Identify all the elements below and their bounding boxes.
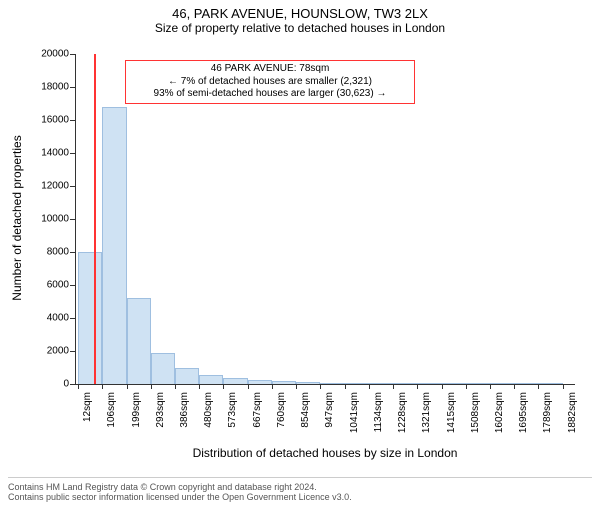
annotation-line: 46 PARK AVENUE: 78sqm	[132, 63, 408, 76]
histogram-bar	[538, 383, 562, 384]
y-tick	[70, 351, 75, 352]
x-tick	[417, 384, 418, 389]
y-axis	[75, 54, 76, 384]
x-tick	[175, 384, 176, 389]
x-tick	[563, 384, 564, 389]
x-tick-label: 1321sqm	[421, 392, 432, 452]
x-tick	[296, 384, 297, 389]
x-tick	[466, 384, 467, 389]
histogram-bar	[78, 252, 102, 384]
histogram-bar	[296, 382, 320, 384]
x-tick	[514, 384, 515, 389]
annotation-line: 93% of semi-detached houses are larger (…	[132, 88, 408, 101]
y-tick	[70, 186, 75, 187]
page-subtitle: Size of property relative to detached ho…	[0, 21, 600, 35]
x-tick	[199, 384, 200, 389]
x-tick	[320, 384, 321, 389]
x-tick	[78, 384, 79, 389]
x-tick	[369, 384, 370, 389]
y-tick	[70, 219, 75, 220]
y-tick-label: 8000	[19, 247, 69, 258]
x-tick-label: 1415sqm	[446, 392, 457, 452]
x-tick-label: 1041sqm	[349, 392, 360, 452]
y-tick	[70, 252, 75, 253]
x-tick-label: 1882sqm	[567, 392, 578, 452]
x-tick-label: 667sqm	[252, 392, 263, 452]
x-tick	[538, 384, 539, 389]
x-tick	[272, 384, 273, 389]
histogram-bar	[223, 378, 247, 384]
x-axis-label: Distribution of detached houses by size …	[75, 446, 575, 460]
histogram-bar	[127, 298, 151, 384]
y-tick-label: 16000	[19, 115, 69, 126]
x-tick-label: 854sqm	[300, 392, 311, 452]
x-tick-label: 12sqm	[82, 392, 93, 452]
x-tick-label: 386sqm	[179, 392, 190, 452]
x-tick-label: 760sqm	[276, 392, 287, 452]
annotation-line: ← 7% of detached houses are smaller (2,3…	[132, 76, 408, 89]
histogram-bar	[369, 383, 393, 384]
x-tick	[102, 384, 103, 389]
y-axis-label: Number of detached properties	[10, 53, 24, 383]
x-tick	[393, 384, 394, 389]
y-tick	[70, 285, 75, 286]
plot-area: 0200040006000800010000120001400016000180…	[75, 54, 575, 384]
page-title: 46, PARK AVENUE, HOUNSLOW, TW3 2LX	[0, 6, 600, 21]
y-tick	[70, 153, 75, 154]
y-tick-label: 10000	[19, 214, 69, 225]
y-tick	[70, 54, 75, 55]
x-tick	[490, 384, 491, 389]
y-tick-label: 18000	[19, 82, 69, 93]
histogram-bar	[514, 383, 538, 384]
chart-container: 0200040006000800010000120001400016000180…	[75, 54, 575, 384]
histogram-bar	[417, 383, 441, 384]
histogram-bar	[199, 375, 223, 384]
y-tick	[70, 384, 75, 385]
property-marker-line	[94, 54, 96, 384]
histogram-bar	[151, 353, 175, 384]
y-tick	[70, 87, 75, 88]
histogram-bar	[345, 383, 369, 384]
y-tick	[70, 120, 75, 121]
y-tick-label: 12000	[19, 181, 69, 192]
y-tick-label: 0	[19, 379, 69, 390]
x-tick	[223, 384, 224, 389]
histogram-bar	[248, 380, 272, 384]
y-tick-label: 6000	[19, 280, 69, 291]
footer-line2: Contains public sector information licen…	[8, 492, 592, 502]
x-tick	[442, 384, 443, 389]
x-tick-label: 1134sqm	[373, 392, 384, 452]
histogram-bar	[102, 107, 126, 384]
histogram-bar	[320, 383, 344, 384]
x-tick-label: 1228sqm	[397, 392, 408, 452]
x-tick-label: 947sqm	[324, 392, 335, 452]
y-tick-label: 4000	[19, 313, 69, 324]
x-tick-label: 199sqm	[131, 392, 142, 452]
x-tick-label: 480sqm	[203, 392, 214, 452]
x-tick	[248, 384, 249, 389]
x-tick-label: 293sqm	[155, 392, 166, 452]
x-tick-label: 1789sqm	[542, 392, 553, 452]
x-tick-label: 1602sqm	[494, 392, 505, 452]
y-tick-label: 14000	[19, 148, 69, 159]
x-tick-label: 573sqm	[227, 392, 238, 452]
histogram-bar	[393, 383, 417, 384]
annotation-box: 46 PARK AVENUE: 78sqm← 7% of detached ho…	[125, 60, 415, 104]
x-tick-label: 1695sqm	[518, 392, 529, 452]
y-tick	[70, 318, 75, 319]
y-tick-label: 20000	[19, 49, 69, 60]
x-tick-label: 106sqm	[106, 392, 117, 452]
footer: Contains HM Land Registry data © Crown c…	[8, 477, 592, 502]
x-tick	[151, 384, 152, 389]
histogram-bar	[490, 383, 514, 384]
histogram-bar	[272, 381, 296, 384]
histogram-bar	[442, 383, 466, 384]
histogram-bar	[466, 383, 490, 384]
x-tick	[345, 384, 346, 389]
histogram-bar	[175, 368, 199, 385]
x-tick-label: 1508sqm	[470, 392, 481, 452]
footer-line1: Contains HM Land Registry data © Crown c…	[8, 482, 592, 492]
y-tick-label: 2000	[19, 346, 69, 357]
x-tick	[127, 384, 128, 389]
